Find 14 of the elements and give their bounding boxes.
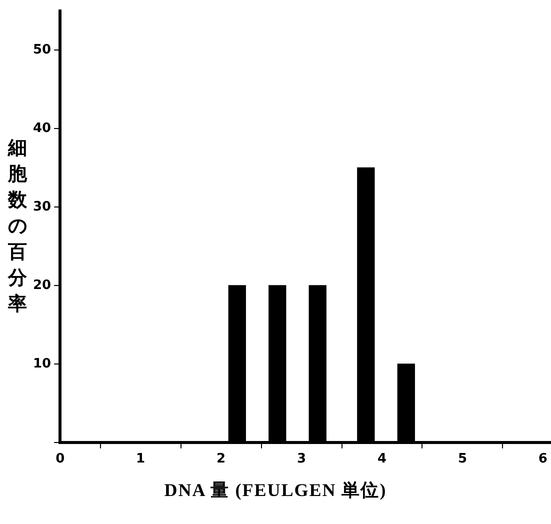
x-tick-label: 3 xyxy=(297,452,306,467)
y-axis-title: 細胞数の百分率 xyxy=(8,136,28,317)
x-tick-label: 2 xyxy=(216,452,226,467)
x-tick-label: 5 xyxy=(458,452,467,467)
y-tick-label: 30 xyxy=(32,199,52,214)
y-tick-label: 40 xyxy=(32,120,52,136)
x-tick-label: 4 xyxy=(377,452,387,467)
y-tick-label: 10 xyxy=(32,356,52,372)
y-tick-label: 50 xyxy=(32,42,52,58)
y-tick-label: 20 xyxy=(32,278,52,293)
x-tick-label: 1 xyxy=(136,452,146,467)
x-tick-label: 0 xyxy=(56,452,65,467)
x-tick-label: 6 xyxy=(538,452,548,467)
x-axis-title: DNA 量 (FEULGEN 単位) xyxy=(163,479,388,502)
